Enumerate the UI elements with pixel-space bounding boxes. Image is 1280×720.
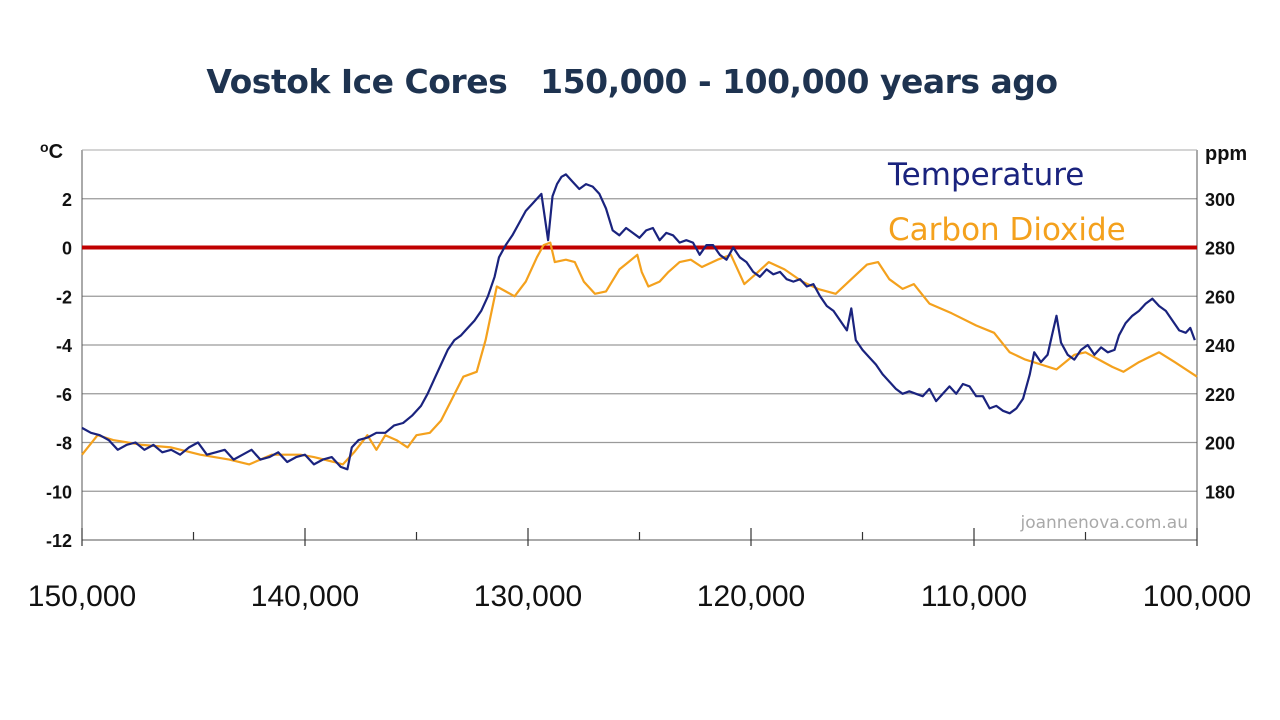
legend-temperature: Temperature <box>887 157 1084 193</box>
series-line-temperature <box>81 173 1196 471</box>
y-axis-right-unit: ppm <box>1205 143 1247 165</box>
chart-title: Vostok Ice Cores 150,000 - 100,000 years… <box>206 62 1058 101</box>
y-left-tick-label: -4 <box>56 336 72 356</box>
x-tick-label: 120,000 <box>697 580 805 613</box>
y-axis-right-labels: 300 280 260 240 220 200 180 <box>1205 190 1235 503</box>
legend-carbon-dioxide: Carbon Dioxide <box>888 212 1126 248</box>
y-left-tick-label: -10 <box>46 482 72 502</box>
x-tick-label: 140,000 <box>251 580 359 613</box>
gridlines <box>82 198 1197 492</box>
y-left-tick-label: -6 <box>56 385 72 405</box>
y-left-tick-label: -2 <box>56 287 72 307</box>
y-left-tick-label: -12 <box>46 531 72 551</box>
x-tick-label: 100,000 <box>1143 580 1251 613</box>
x-axis-ticks <box>81 528 1198 546</box>
y-right-tick-label: 240 <box>1205 336 1235 356</box>
y-right-tick-label: 200 <box>1205 434 1235 454</box>
x-tick-label: 150,000 <box>28 580 136 613</box>
y-right-tick-label: 300 <box>1205 190 1235 210</box>
series-line-carbon-dioxide <box>81 241 1198 466</box>
y-right-tick-label: 220 <box>1205 385 1235 405</box>
y-axis-left-labels: 2 0 -2 -4 -6 -8 -10 -12 <box>46 190 72 551</box>
y-left-tick-label: 2 <box>62 190 72 210</box>
x-tick-label: 110,000 <box>921 580 1027 613</box>
y-left-tick-label: -8 <box>56 434 72 454</box>
y-axis-left-unit: oC <box>40 139 63 163</box>
x-tick-label: 130,000 <box>474 580 582 613</box>
y-right-tick-label: 180 <box>1205 482 1235 502</box>
x-axis-labels: 150,000 140,000 130,000 120,000 110,000 100,0… <box>28 580 1251 613</box>
y-right-tick-label: 280 <box>1205 239 1235 259</box>
y-left-tick-label: 0 <box>62 239 72 259</box>
y-right-tick-label: 260 <box>1205 287 1235 307</box>
credit-watermark: joannenova.com.au <box>1019 513 1188 533</box>
